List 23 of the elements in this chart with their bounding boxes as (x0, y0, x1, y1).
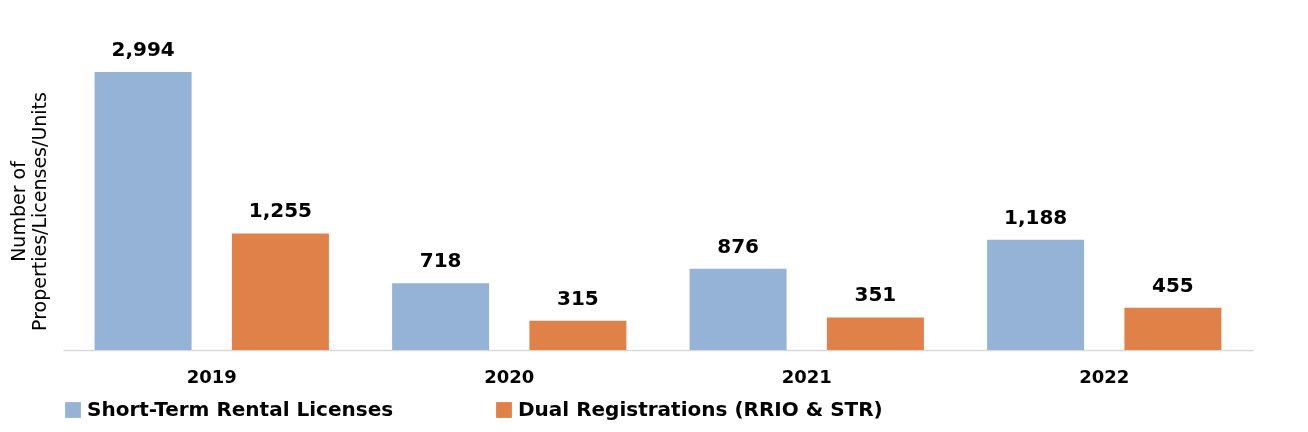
bar (689, 268, 787, 350)
bar (1124, 307, 1222, 350)
x-tick-label: 2020 (484, 365, 535, 387)
bar (826, 317, 924, 350)
y-axis-title: Number of Properties/Licenses/Units (6, 92, 50, 331)
legend-label: Dual Registrations (RRIO & STR) (518, 397, 883, 421)
x-tick-label: 2021 (781, 365, 832, 387)
data-label: 455 (1152, 272, 1194, 297)
data-label: 1,188 (1003, 204, 1068, 229)
bar (392, 283, 490, 350)
data-label: 315 (557, 285, 599, 310)
bar (987, 239, 1085, 350)
legend-label: Short-Term Rental Licenses (87, 397, 394, 421)
bar (231, 233, 329, 350)
data-label: 1,255 (248, 198, 313, 223)
bar (529, 320, 627, 350)
data-label: 351 (854, 282, 897, 307)
x-tick-label: 2022 (1079, 365, 1130, 387)
data-label: 876 (717, 233, 759, 258)
data-label: 718 (419, 248, 462, 273)
x-tick-label: 2019 (186, 365, 237, 387)
bar (94, 72, 192, 350)
data-label: 2,994 (111, 37, 175, 61)
